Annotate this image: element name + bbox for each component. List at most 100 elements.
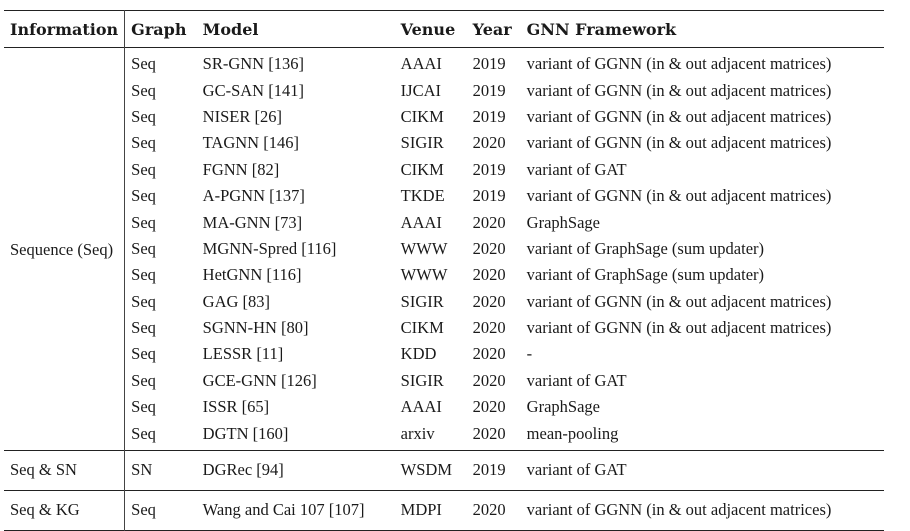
graph-cell: Seq [124, 341, 197, 368]
table-row: Sequence (Seq) Seq SR-GNN [136] AAAI 2019 var… [4, 47, 884, 259]
year-cell: 2020 [472, 423, 506, 443]
venue-cell: TKDE [400, 186, 445, 206]
graph-cell: Seq [124, 156, 197, 183]
table-header-row: Information Graph Model Venue Year GNN F… [4, 10, 884, 48]
framework-cell: variant of GAT [526, 460, 627, 480]
table-row: Seq GC-SAN [141] IJCAI 2019 variant of GGNN … [4, 77, 884, 104]
table-group: Sequence (Seq) Seq SR-GNN [136] AAAI 2019 var… [4, 47, 884, 451]
framework-cell: GraphSage [526, 397, 600, 417]
table-row: Seq FGNN [82] CIKM 2019 variant of GAT [4, 156, 884, 183]
header-model: Model [202, 19, 259, 39]
framework-cell: variant of GGNN (in & out adjacent matri… [526, 80, 832, 100]
table-row: Seq MGNN-Spred [116] WWW 2020 variant of Gra… [4, 235, 884, 263]
model-cell: NISER [26] [202, 106, 282, 126]
year-cell: 2020 [472, 500, 506, 520]
graph-cell: Seq [124, 182, 197, 210]
framework-cell: variant of GGNN (in & out adjacent matri… [526, 106, 832, 126]
venue-cell: arxiv [400, 423, 435, 443]
table-group: Seq & KG Seq Wang and Cai 107 [107] MDPI 202… [4, 490, 884, 531]
graph-cell: Seq [124, 103, 197, 131]
year-cell: 2020 [472, 397, 506, 417]
information-cell: Seq & KG [10, 500, 80, 520]
venue-cell: WWW [400, 265, 448, 285]
year-cell: 2020 [472, 291, 506, 311]
year-cell: 2020 [472, 212, 506, 232]
table-row: Seq DGTN [160] arxiv 2020 mean-pooling [4, 420, 884, 451]
framework-cell: variant of GraphSage (sum updater) [526, 238, 765, 258]
framework-cell: variant of GGNN (in & out adjacent matri… [526, 54, 832, 74]
graph-cell: Seq [124, 235, 197, 263]
graph-cell: Seq [124, 288, 197, 315]
model-cell: GCE-GNN [126] [202, 370, 317, 390]
graph-cell: Seq [124, 394, 197, 421]
venue-cell: CIKM [400, 106, 444, 126]
framework-cell: variant of GAT [526, 159, 627, 179]
table-group: Seq & SN SN DGRec [94] WSDM 2019 variant of G… [4, 450, 884, 491]
model-cell: SGNN-HN [80] [202, 318, 309, 338]
framework-cell: variant of GAT [526, 370, 627, 390]
venue-cell: SIGIR [400, 370, 444, 390]
framework-cell: variant of GGNN (in & out adjacent matri… [526, 133, 832, 153]
information-cell: Seq & SN [10, 460, 77, 480]
model-cell: ISSR [65] [202, 397, 270, 417]
table-row: Seq GCE-GNN [126] SIGIR 2020 variant of GAT [4, 367, 884, 395]
venue-cell: MDPI [400, 500, 442, 520]
graph-cell: Seq [124, 420, 197, 451]
year-cell: 2019 [472, 106, 506, 126]
year-cell: 2020 [472, 265, 506, 285]
framework-cell: variant of GGNN (in & out adjacent matri… [526, 186, 832, 206]
header-venue: Venue [400, 19, 456, 39]
model-cell: HetGNN [116] [202, 265, 302, 285]
graph-cell: Seq [124, 130, 197, 157]
venue-cell: CIKM [400, 318, 444, 338]
year-cell: 2019 [472, 80, 506, 100]
model-cell: DGTN [160] [202, 423, 289, 443]
table-row: Seq ISSR [65] AAAI 2020 GraphSage [4, 394, 884, 421]
table-row: Seq GAG [83] SIGIR 2020 variant of GGNN (in … [4, 288, 884, 315]
table-row: Seq A-PGNN [137] TKDE 2019 variant of GGNN (… [4, 182, 884, 210]
table-row: Seq TAGNN [146] SIGIR 2020 variant of GGNN (… [4, 130, 884, 157]
graph-cell: Seq [124, 314, 197, 342]
year-cell: 2020 [472, 238, 506, 258]
year-cell: 2020 [472, 344, 506, 364]
table-row: Seq SGNN-HN [80] CIKM 2020 variant of GGNN (… [4, 314, 884, 342]
graph-cell: Seq [124, 262, 197, 289]
year-cell: 2020 [472, 318, 506, 338]
graph-cell: Seq [124, 490, 197, 531]
table-row: Seq & KG Seq Wang and Cai 107 [107] MDPI 202… [4, 490, 884, 531]
header-year: Year [472, 19, 512, 39]
year-cell: 2019 [472, 159, 506, 179]
venue-cell: SIGIR [400, 291, 444, 311]
header-graph: Graph [124, 10, 197, 48]
venue-cell: KDD [400, 344, 437, 364]
model-cell: LESSR [11] [202, 344, 284, 364]
graph-cell: Seq [124, 77, 197, 104]
table-row: Seq MA-GNN [73] AAAI 2020 GraphSage [4, 209, 884, 236]
year-cell: 2020 [472, 370, 506, 390]
model-cell: Wang and Cai 107 [107] [202, 500, 365, 520]
venue-cell: AAAI [400, 397, 442, 417]
information-cell: Sequence (Seq) [10, 240, 114, 260]
venue-cell: AAAI [400, 212, 442, 232]
gnn-models-table: Information Graph Model Venue Year GNN F… [4, 10, 884, 531]
framework-cell: variant of GGNN (in & out adjacent matri… [526, 500, 832, 520]
venue-cell: CIKM [400, 159, 444, 179]
venue-cell: SIGIR [400, 133, 444, 153]
venue-cell: WSDM [400, 460, 453, 480]
model-cell: GAG [83] [202, 291, 271, 311]
table-row: Seq HetGNN [116] WWW 2020 variant of GraphSa… [4, 262, 884, 289]
graph-cell: Seq [124, 367, 197, 395]
framework-cell: GraphSage [526, 212, 600, 232]
model-cell: MGNN-Spred [116] [202, 238, 337, 258]
header-gnn-framework: GNN Framework [526, 19, 677, 39]
table-row: Seq & SN SN DGRec [94] WSDM 2019 variant of G… [4, 450, 884, 491]
year-cell: 2020 [472, 133, 506, 153]
venue-cell: WWW [400, 238, 448, 258]
model-cell: FGNN [82] [202, 159, 280, 179]
graph-cell: SN [124, 450, 197, 491]
year-cell: 2019 [472, 460, 506, 480]
year-cell: 2019 [472, 186, 506, 206]
model-cell: A-PGNN [137] [202, 186, 305, 206]
model-cell: MA-GNN [73] [202, 212, 303, 232]
header-information: Information [10, 19, 119, 39]
